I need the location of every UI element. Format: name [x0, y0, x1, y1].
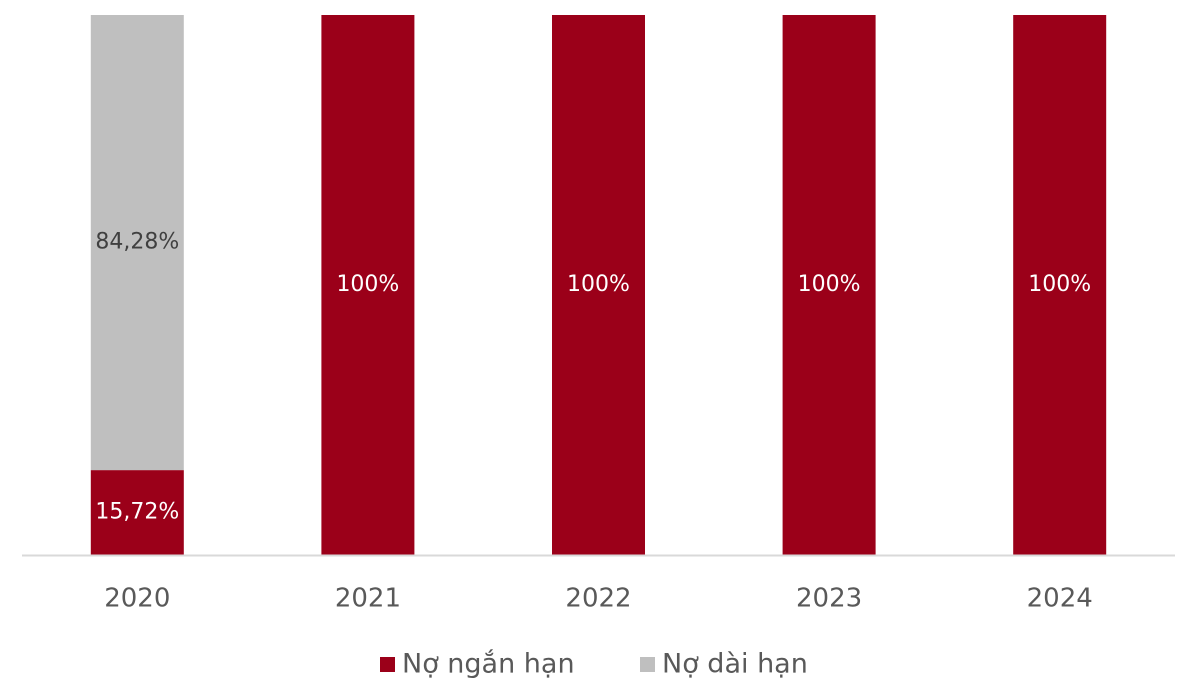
- x-tick-label: 2022: [565, 584, 631, 614]
- bar-segment: [1013, 15, 1107, 555]
- legend-label: Nợ dài hạn: [662, 649, 808, 680]
- data-label: 100%: [336, 272, 399, 297]
- bar-segment: [782, 15, 876, 555]
- bar-segment: [90, 470, 184, 555]
- data-label: 84,28%: [95, 230, 179, 255]
- x-tick-label: 2023: [796, 584, 862, 614]
- data-label: 100%: [798, 272, 861, 297]
- bar-segment: [321, 15, 415, 555]
- data-label: 100%: [567, 272, 630, 297]
- legend-label: Nợ ngắn hạn: [402, 649, 575, 680]
- bar-segment: [552, 15, 645, 555]
- bar-segment: [90, 15, 184, 471]
- legend-swatch: [380, 657, 395, 672]
- data-label: 15,72%: [95, 500, 179, 525]
- x-tick-label: 2021: [335, 584, 401, 614]
- data-label: 100%: [1028, 272, 1091, 297]
- x-tick-label: 2020: [104, 584, 170, 614]
- x-tick-label: 2024: [1027, 584, 1093, 614]
- legend-swatch: [640, 657, 655, 672]
